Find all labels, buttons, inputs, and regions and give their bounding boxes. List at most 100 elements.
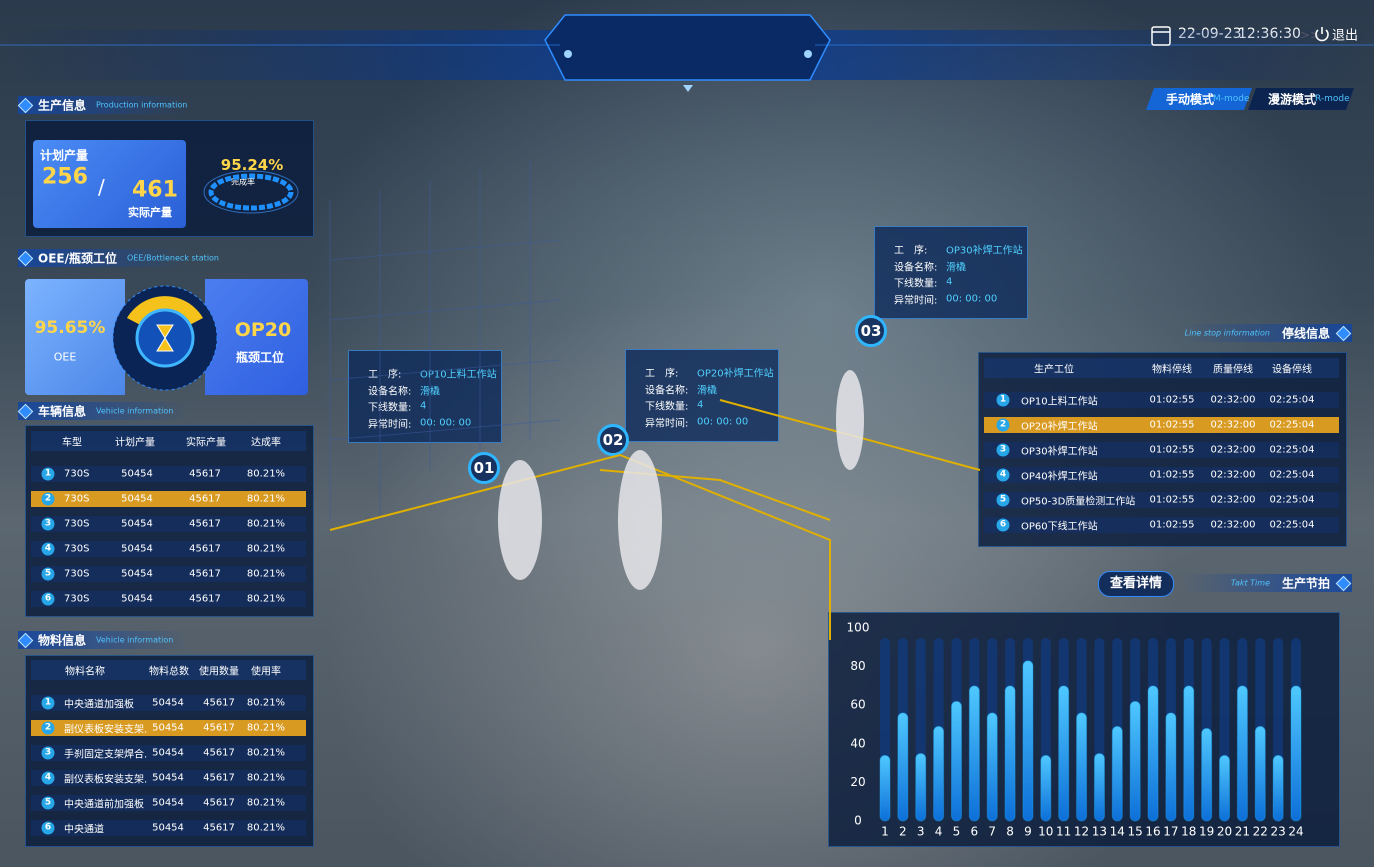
field-label: 工 序: xyxy=(894,245,928,257)
panel-header-bar xyxy=(18,96,188,114)
cell: 730S xyxy=(64,568,90,580)
panel-title: 停线信息 xyxy=(1281,326,1330,341)
table-row[interactable] xyxy=(31,491,306,507)
cell: 80.21% xyxy=(246,518,286,530)
plan-value: 256 xyxy=(42,164,88,190)
row-index: 2 xyxy=(996,418,1010,432)
power-icon xyxy=(1315,27,1329,42)
header-arrow xyxy=(683,85,693,92)
field-value: OP20补焊工作站 xyxy=(697,368,774,380)
column-header: 物料总数 xyxy=(149,666,189,678)
station-card xyxy=(205,279,308,395)
panel-subtitle: OEE/Bottleneck station xyxy=(127,253,219,263)
cell: 手刹固定支架焊合... xyxy=(64,749,148,761)
cell: 02:32:00 xyxy=(1210,494,1256,506)
bar xyxy=(986,712,998,822)
bar xyxy=(1183,685,1195,822)
cell: 45617 xyxy=(189,568,221,580)
y-tick-label: 0 xyxy=(854,814,862,828)
cell: 50454 xyxy=(152,697,184,709)
bar xyxy=(1040,754,1052,822)
table-row[interactable] xyxy=(31,820,306,836)
station-popup xyxy=(625,349,779,442)
cell: 02:25:04 xyxy=(1269,469,1315,481)
bar xyxy=(950,700,962,822)
panel-title: 生产信息 xyxy=(38,98,87,113)
production-card xyxy=(33,140,186,228)
row-index: 5 xyxy=(41,567,55,581)
cell: 45617 xyxy=(189,468,221,480)
table-row[interactable] xyxy=(984,442,1339,458)
row-index: 6 xyxy=(41,821,55,835)
cell: 02:25:04 xyxy=(1269,444,1315,456)
x-tick-label: 3 xyxy=(917,825,925,839)
field-label: 设备名称: xyxy=(368,386,412,397)
panel-header-bar xyxy=(1182,574,1352,592)
cell: 80.21% xyxy=(246,543,286,555)
cell: 80.21% xyxy=(246,797,286,809)
separator: / xyxy=(98,175,105,199)
table-row[interactable] xyxy=(984,492,1339,508)
row-index: 5 xyxy=(996,493,1010,507)
table-row[interactable] xyxy=(984,392,1339,408)
x-tick-label: 21 xyxy=(1235,825,1250,839)
details-button[interactable]: 查看详情 xyxy=(1098,571,1174,597)
table-row[interactable] xyxy=(31,695,306,711)
panel-header-bar xyxy=(18,631,188,649)
x-tick-label: 4 xyxy=(935,825,943,839)
table-row[interactable] xyxy=(984,467,1339,483)
y-tick-label: 60 xyxy=(850,698,865,712)
panel-title: 物料信息 xyxy=(38,633,87,648)
bar xyxy=(933,725,945,822)
table-row[interactable] xyxy=(31,516,306,532)
row-index: 3 xyxy=(41,517,55,531)
table-row[interactable] xyxy=(31,466,306,482)
field-value: 滑橇 xyxy=(697,385,717,396)
calendar-icon xyxy=(1151,26,1171,46)
cell: 45617 xyxy=(203,822,235,834)
panel-title: OEE/瓶颈工位 xyxy=(38,251,117,266)
x-tick-label: 6 xyxy=(971,825,979,839)
x-tick-label: 12 xyxy=(1074,825,1089,839)
header-dot xyxy=(564,50,572,58)
bar xyxy=(897,712,909,822)
column-header: 使用率 xyxy=(251,666,281,678)
column-header: 计划产量 xyxy=(115,437,155,449)
x-tick-label: 22 xyxy=(1253,825,1268,839)
field-label: 设备名称: xyxy=(894,262,938,273)
bar xyxy=(1147,685,1159,822)
x-tick-label: 14 xyxy=(1110,825,1125,839)
column-header: 物料名称 xyxy=(65,666,105,678)
column-header: 达成率 xyxy=(251,437,281,449)
table-row[interactable] xyxy=(31,566,306,582)
mode-sub: M-mode xyxy=(1213,94,1250,104)
hourglass-icon xyxy=(156,324,174,352)
cell: 50454 xyxy=(121,543,153,555)
x-tick-label: 24 xyxy=(1288,825,1303,839)
table-row[interactable] xyxy=(31,770,306,786)
header-frame xyxy=(544,14,831,81)
table-row[interactable] xyxy=(31,591,306,607)
table-header xyxy=(984,358,1339,378)
cell: 730S xyxy=(64,493,90,505)
panel-title: 生产节拍 xyxy=(1281,576,1330,591)
table-row[interactable] xyxy=(31,720,306,736)
cell: 45617 xyxy=(203,772,235,784)
table-row[interactable] xyxy=(984,517,1339,533)
field-label: 设备名称: xyxy=(645,385,689,396)
actual-label: 实际产量 xyxy=(128,206,172,219)
station-value: OP20 xyxy=(234,319,292,341)
cell: 80.21% xyxy=(246,593,286,605)
x-tick-label: 18 xyxy=(1181,825,1196,839)
cell: 02:32:00 xyxy=(1210,394,1256,406)
table-row[interactable] xyxy=(984,417,1339,433)
row-index: 3 xyxy=(996,443,1010,457)
table-row[interactable] xyxy=(31,745,306,761)
table-row[interactable] xyxy=(31,541,306,557)
field-value: 00: 00: 00 xyxy=(420,417,472,428)
panel-subtitle: Vehicle information xyxy=(96,635,174,645)
cell: 50454 xyxy=(121,568,153,580)
table-row[interactable] xyxy=(31,795,306,811)
cell: 中央通道 xyxy=(64,824,104,836)
